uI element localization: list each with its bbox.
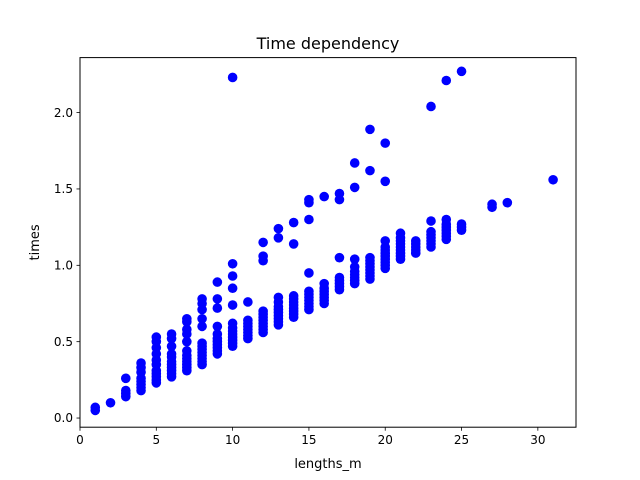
y-axis-label: times (28, 224, 43, 260)
x-tick-label: 15 (301, 433, 316, 447)
scatter-point (273, 233, 284, 243)
x-axis: 0 5 10 15 20 25 30 (76, 427, 545, 447)
scatter-point (349, 158, 360, 168)
scatter-point (426, 216, 436, 226)
y-tick-label: 0.5 (54, 335, 73, 349)
x-tick-label: 10 (225, 433, 240, 447)
scatter-point (227, 72, 238, 83)
y-tick-label: 1.5 (54, 182, 73, 196)
scatter-point (288, 291, 299, 301)
scatter-point (227, 300, 238, 310)
scatter-point (212, 329, 223, 339)
scatter-point (182, 336, 192, 347)
scatter-point (548, 174, 558, 185)
scatter-point (212, 294, 223, 304)
plot-area (79, 57, 577, 428)
scatter-point (166, 349, 177, 359)
scatter-point (227, 318, 238, 329)
scatter-point (349, 182, 360, 193)
scatter-point (410, 236, 421, 246)
scatter-point (365, 252, 375, 263)
scatter-point (441, 214, 452, 225)
scatter-point (90, 402, 101, 413)
x-tick-label: 5 (152, 433, 160, 447)
scatter-point (227, 271, 238, 281)
x-tick-label: 20 (378, 433, 393, 447)
scatter-point (334, 188, 345, 199)
scatter-point (395, 228, 406, 239)
x-tick-label: 0 (76, 433, 84, 447)
scatter-point (273, 223, 284, 234)
y-tick-label: 2.0 (54, 106, 73, 120)
scatter-point (319, 278, 329, 289)
scatter-point (227, 283, 238, 294)
data-points (90, 66, 558, 416)
x-tick-label: 25 (454, 433, 469, 447)
scatter-point (120, 373, 131, 384)
scatter-point (365, 165, 375, 176)
scatter-point (212, 321, 223, 332)
scatter-point (487, 199, 497, 210)
x-tick-label: 30 (530, 433, 545, 447)
scatter-point (288, 239, 299, 249)
scatter-point (182, 324, 192, 335)
scatter-point (120, 385, 131, 396)
scatter-point (227, 258, 238, 269)
scatter-point (288, 217, 299, 228)
scatter-point (304, 286, 314, 297)
y-tick-label: 0.0 (54, 411, 73, 425)
scatter-point (197, 338, 207, 349)
scatter-point (212, 303, 223, 313)
scatter-point (197, 294, 207, 304)
scatter-point (197, 313, 207, 324)
scatter-point (197, 321, 207, 332)
scatter-point (380, 176, 391, 187)
scatter-point (319, 191, 329, 202)
scatter-point (243, 315, 253, 326)
scatter-point (258, 237, 268, 248)
x-axis-label: lengths_m (294, 457, 361, 472)
y-axis: 0.0 0.5 1.0 1.5 2.0 (54, 106, 80, 425)
scatter-point (365, 124, 375, 135)
scatter-point (349, 262, 360, 272)
scatter-point (151, 332, 162, 342)
scatter-point (105, 397, 116, 408)
scatter-point (456, 219, 467, 229)
scatter-point (380, 236, 391, 246)
scatter-point (502, 197, 513, 208)
scatter-point (258, 251, 268, 261)
scatter-point (441, 75, 452, 86)
scatter-point (273, 292, 284, 303)
scatter-point (182, 346, 192, 356)
scatter-point (349, 254, 360, 264)
scatter-point (166, 341, 177, 352)
y-tick-label: 1.0 (54, 259, 73, 273)
scatter-point (426, 101, 436, 112)
scatter-point (304, 194, 314, 205)
scatter-point (334, 252, 345, 263)
scatter-point (426, 226, 436, 237)
scatter-point (304, 268, 314, 278)
scatter-point (212, 277, 223, 287)
scatter-point (136, 358, 146, 368)
scatter-point (380, 138, 391, 148)
scatter-point (182, 313, 192, 324)
scatter-point (304, 214, 314, 225)
scatter-point (334, 272, 345, 283)
scatter-point (243, 297, 253, 307)
scatter-point (258, 306, 268, 316)
scatter-point (456, 66, 467, 77)
chart-title: Time dependency (256, 34, 400, 53)
scatter-point (166, 329, 177, 339)
